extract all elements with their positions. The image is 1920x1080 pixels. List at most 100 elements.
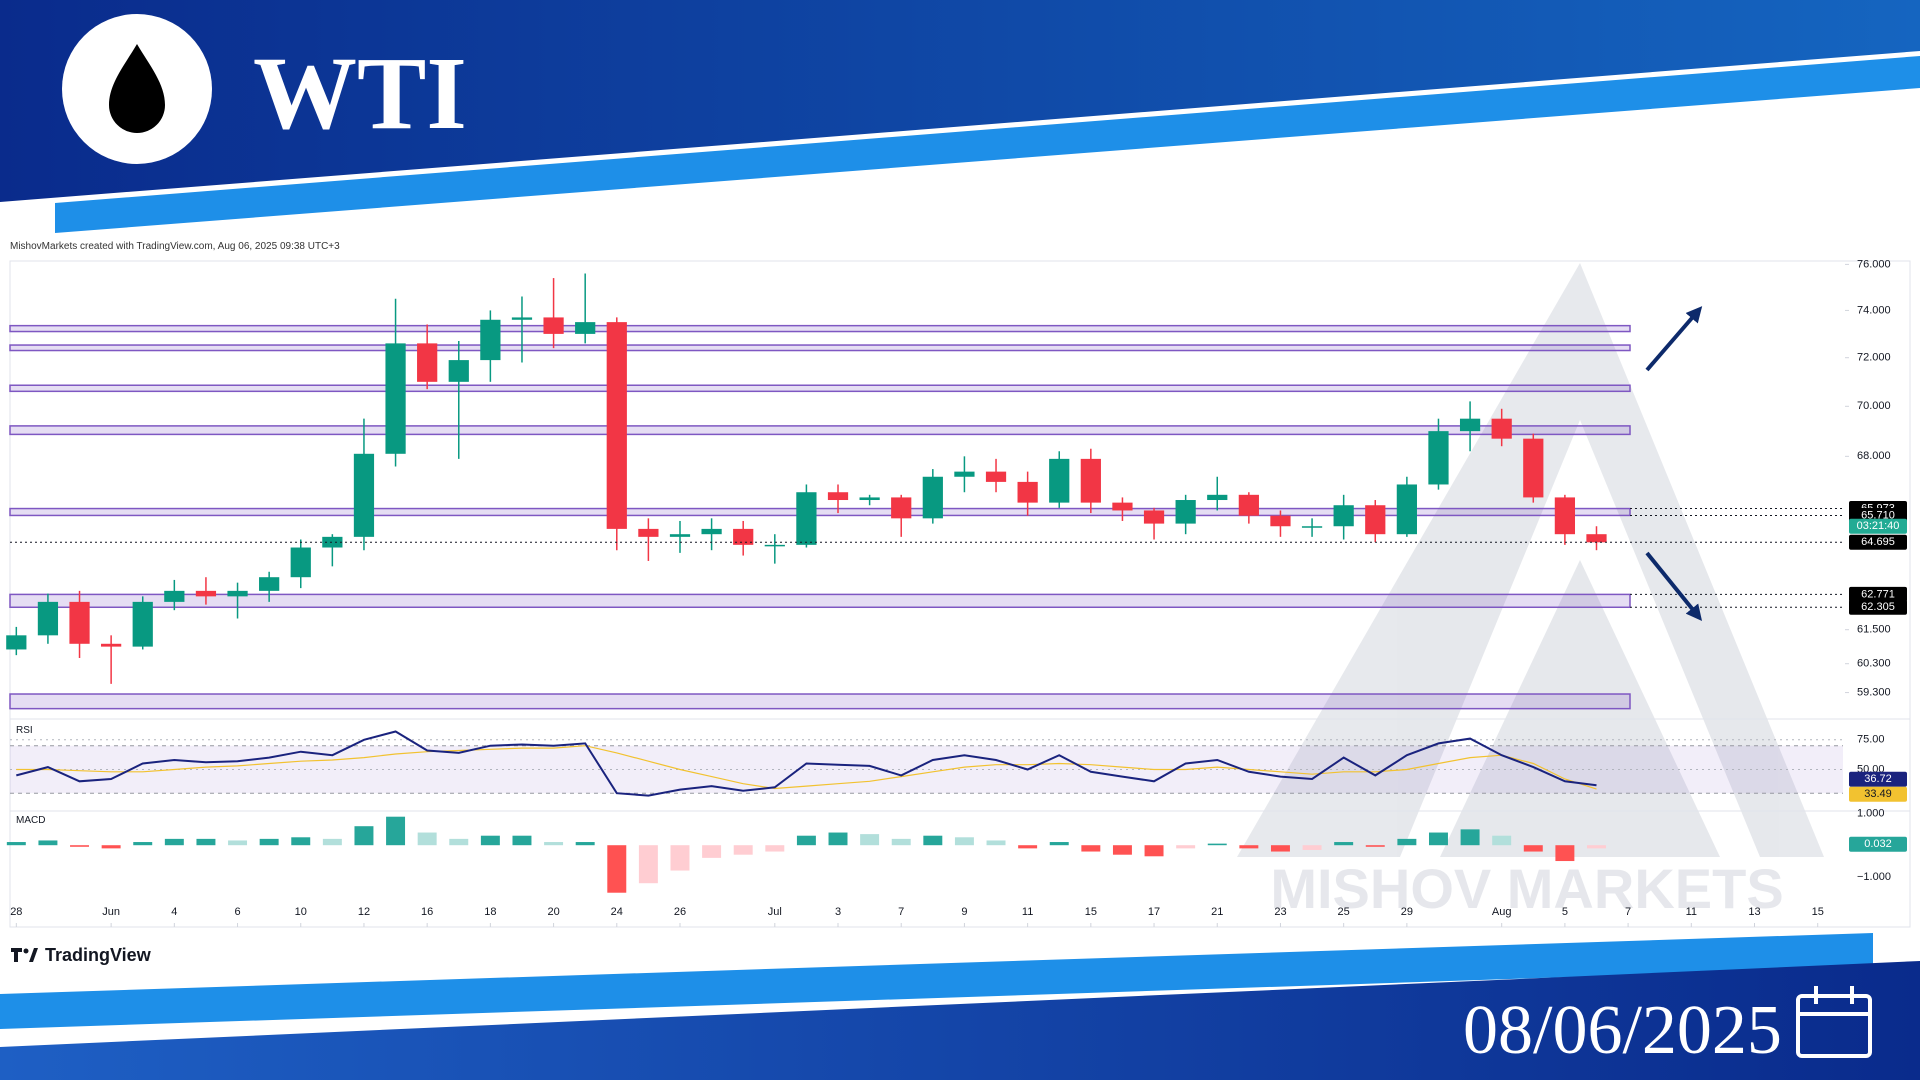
rsi-ma-value-label: 33.49	[1864, 788, 1892, 800]
macd-bar	[1334, 842, 1354, 846]
macd-bar	[702, 845, 722, 858]
candle-body	[101, 643, 122, 647]
x-tick-label: 21	[1211, 906, 1223, 918]
y-tick-label: 59.300	[1857, 686, 1891, 698]
candle-body	[511, 317, 533, 320]
macd-bar	[1081, 845, 1101, 852]
candle-body	[1396, 484, 1417, 535]
date: 08/06/2025	[1463, 992, 1782, 1069]
candle-body	[69, 601, 90, 644]
macd-bar	[796, 835, 816, 846]
x-tick-label: 18	[484, 906, 496, 918]
candle-body	[606, 322, 627, 529]
macd-bar	[164, 838, 184, 846]
macd-bar	[259, 838, 279, 846]
footer-stripe	[0, 933, 1873, 1029]
down-arrow	[1645, 551, 1703, 621]
zone	[9, 693, 1631, 710]
candle-body	[353, 453, 375, 537]
macd-bar	[1112, 845, 1132, 855]
brand: TradingView	[45, 945, 152, 965]
candle-body	[733, 528, 754, 545]
macd-bar	[196, 838, 216, 846]
y-tick-label: 72.000	[1857, 352, 1891, 364]
candle-body	[1459, 418, 1481, 432]
macd-bar	[607, 845, 627, 893]
candle-body	[827, 492, 849, 501]
x-tick-label: 20	[547, 906, 559, 918]
x-tick-label: 15	[1812, 906, 1824, 918]
macd-bar	[1460, 829, 1480, 846]
candle-body	[37, 601, 59, 636]
x-tick-label: 4	[171, 906, 177, 918]
macd-bar	[733, 845, 753, 855]
rsi-line	[16, 730, 1597, 797]
macd-bar	[670, 845, 690, 871]
candle-body	[575, 322, 596, 334]
y-tick-label: 70.000	[1857, 400, 1891, 412]
candle-body	[1333, 505, 1354, 527]
header-stripe	[55, 56, 1920, 233]
macd-bar	[1365, 845, 1385, 847]
macd-bar	[1270, 845, 1290, 852]
candle-body	[132, 601, 153, 647]
x-tick-label: 11	[1022, 906, 1033, 918]
candle-body	[227, 590, 248, 597]
candle-body	[1523, 438, 1544, 498]
candle-body	[638, 528, 659, 537]
y-tick-label: 61.500	[1857, 624, 1891, 636]
header-banner	[0, 0, 1920, 202]
candle-body	[1586, 534, 1607, 543]
macd-bar	[1555, 845, 1575, 862]
level-label-box	[1849, 586, 1907, 602]
x-tick-label: 24	[611, 906, 623, 918]
zone	[9, 324, 1631, 333]
x-tick-label: Jun	[102, 906, 120, 918]
zone	[9, 344, 1631, 352]
macd-bar	[101, 845, 121, 849]
x-tick-label: 29	[1401, 906, 1413, 918]
macd-bar	[1207, 843, 1227, 846]
candle-body	[1143, 510, 1165, 524]
macd-bar	[1428, 832, 1448, 846]
title: WTI	[253, 36, 467, 151]
x-tick-label: 7	[1625, 906, 1631, 918]
macd-bar	[70, 845, 90, 847]
x-tick-label: Jul	[768, 906, 782, 918]
candle-body	[259, 577, 280, 591]
candle-body	[796, 492, 817, 545]
y-tick-label: 68.000	[1857, 450, 1891, 462]
macd-bar	[291, 837, 311, 846]
candle-body	[859, 497, 880, 501]
macd-bar	[480, 835, 500, 846]
candle-body	[1238, 494, 1259, 516]
macd-label: MACD	[16, 815, 45, 826]
rsi-ma-line	[16, 745, 1597, 790]
x-tick-label: 6	[234, 906, 240, 918]
candle-body	[1049, 458, 1070, 503]
watermark: MISHOV MARKETS	[1270, 857, 1783, 920]
macd-bar	[354, 826, 374, 846]
candle-body	[164, 590, 185, 602]
candle-body	[1112, 502, 1133, 511]
rsi-ma-value-label-box	[1849, 786, 1907, 802]
x-tick-label: 23	[1274, 906, 1286, 918]
macd-bar	[1049, 842, 1069, 846]
macd-bar	[765, 845, 785, 852]
zone	[9, 425, 1631, 436]
macd-value-label-box	[1849, 836, 1907, 852]
candle-body	[1301, 526, 1323, 528]
macd-bar	[1492, 835, 1512, 846]
up-arrow	[1645, 306, 1703, 372]
candle-body	[954, 471, 975, 477]
x-tick-label: 26	[674, 906, 686, 918]
tradingview-logo	[11, 948, 38, 962]
macd-bar	[38, 840, 58, 846]
macd-bar	[228, 840, 248, 846]
candle-body	[195, 590, 217, 597]
oil-drop-icon	[109, 44, 165, 133]
zone	[9, 384, 1631, 393]
candle-body	[6, 635, 27, 650]
candle-body	[985, 471, 1007, 482]
